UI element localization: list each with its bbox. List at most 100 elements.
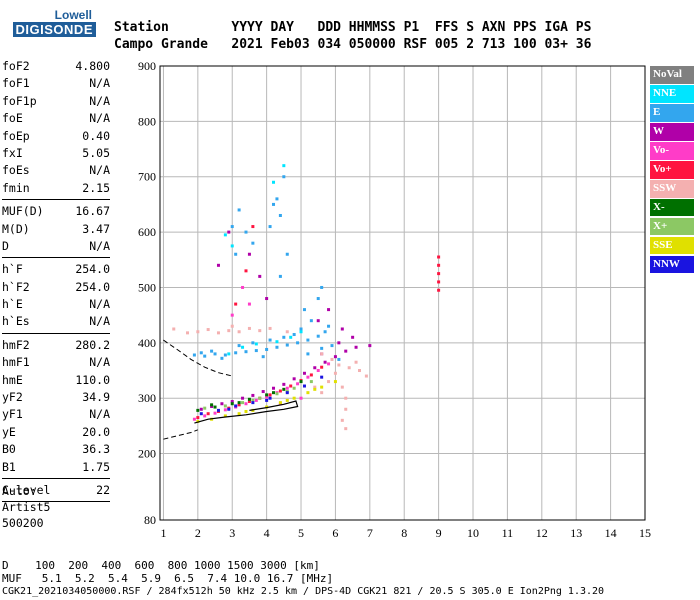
legend: NoVal NNE E W Vo- Vo+ SSW X- X+ SSE NNW <box>650 66 694 275</box>
echo-point-x- <box>196 408 200 412</box>
param-value: 3.47 <box>82 221 110 236</box>
param-value: 0.40 <box>82 128 110 143</box>
param-name: yE <box>2 424 16 439</box>
echo-point-vo- <box>234 302 238 306</box>
param-name: hmF1 <box>2 355 30 370</box>
echo-point-e <box>220 356 224 360</box>
panel-separator <box>2 477 110 479</box>
echo-point-vo- <box>203 414 207 418</box>
echo-point-x- <box>282 387 286 391</box>
echo-point-sse <box>223 414 227 418</box>
echo-point-vo- <box>223 408 227 412</box>
echo-point-x- <box>210 403 214 407</box>
param-row: foF2 4.800 <box>2 58 110 75</box>
echo-point-ssw <box>354 360 358 364</box>
echo-point-ssw <box>230 324 234 328</box>
param-value: 2.15 <box>82 180 110 195</box>
x-tick-label: 12 <box>536 526 548 540</box>
param-value: N/A <box>89 238 110 253</box>
echo-point-e <box>254 349 258 353</box>
param-row: foE N/A <box>2 110 110 127</box>
param-value: 254.0 <box>75 279 110 294</box>
echo-point-w <box>313 366 317 370</box>
param-value: N/A <box>89 111 110 126</box>
echo-point-ssw <box>344 396 348 400</box>
param-name: fxI <box>2 145 23 160</box>
legend-item: E <box>650 103 694 122</box>
echo-point-e <box>244 230 248 234</box>
echo-point-nnw <box>234 404 238 408</box>
echo-point-e <box>223 353 227 357</box>
echo-point-e <box>244 350 248 354</box>
echo-point-ssw <box>347 366 351 370</box>
param-value: 4.800 <box>75 59 110 73</box>
param-row: D N/A <box>2 238 110 255</box>
param-value: N/A <box>89 407 110 422</box>
y-tick-label: 800 <box>138 114 156 128</box>
echo-point-e <box>251 341 255 345</box>
echo-point-vo- <box>437 280 441 284</box>
echo-point-x- <box>237 401 241 405</box>
panel-separator <box>2 199 110 201</box>
echo-point-ssw <box>344 407 348 411</box>
param-value: 22 <box>96 482 110 497</box>
param-row: foEp 0.40 <box>2 128 110 145</box>
echo-point-nnw <box>251 401 255 405</box>
echo-point-e <box>316 297 320 301</box>
echo-point-x- <box>223 404 227 408</box>
param-name: hmE <box>2 372 23 387</box>
param-name: C-level <box>2 482 51 497</box>
echo-point-ssw <box>237 330 241 334</box>
echo-point-w <box>241 396 245 400</box>
param-value: N/A <box>89 163 110 178</box>
param-row: foF1p N/A <box>2 93 110 110</box>
echo-point-vo- <box>296 382 300 386</box>
echo-point-e <box>265 347 269 351</box>
echo-point-w <box>261 390 265 394</box>
auto-code: 500200 <box>2 516 44 530</box>
echo-point-ssw <box>320 352 324 356</box>
x-tick-label: 11 <box>502 526 514 540</box>
echo-point-x- <box>203 406 207 410</box>
param-name: foEs <box>2 163 30 178</box>
param-name: foE <box>2 111 23 126</box>
echo-point-vo- <box>237 403 241 407</box>
echo-point-vo- <box>192 417 196 421</box>
ionogram-chart: 1 2 3 4 5 6 7 8 9 10 11 12 13 14 158020030040050060070… <box>138 59 651 540</box>
echo-point-nne <box>282 164 286 168</box>
param-name: fmin <box>2 180 30 195</box>
echo-point-ssw <box>333 371 337 375</box>
echo-point-e <box>282 175 286 179</box>
plot-frame <box>159 65 646 521</box>
legend-item: NNW <box>650 255 694 274</box>
echo-point-nne <box>254 342 258 346</box>
param-row: foF1 N/A <box>2 75 110 92</box>
echo-point-e <box>278 274 282 278</box>
param-name: foEp <box>2 128 30 143</box>
profile-extrapolation-bottom <box>163 429 198 440</box>
echo-point-w <box>247 252 251 256</box>
y-tick-label: 200 <box>138 447 156 461</box>
echo-point-sse <box>244 409 248 413</box>
x-tick-label: 9 <box>436 526 442 540</box>
echo-point-w <box>292 377 296 381</box>
param-value: 16.67 <box>75 204 110 219</box>
echo-point-ssw <box>206 328 210 332</box>
echo-point-sse <box>278 401 282 405</box>
legend-item: NNE <box>650 84 694 103</box>
echo-point-w <box>337 341 341 345</box>
echo-point-nne <box>275 340 279 344</box>
echo-point-x- <box>292 386 296 390</box>
param-value: N/A <box>89 297 110 312</box>
param-value: N/A <box>89 93 110 108</box>
param-row: M(D) 3.47 <box>2 221 110 238</box>
echo-point-vo- <box>278 389 282 393</box>
param-name: foF2 <box>2 59 30 73</box>
echo-point-ssw <box>330 357 334 361</box>
param-row: h`E N/A <box>2 296 110 313</box>
echo-point-x- <box>241 401 245 405</box>
echo-point-e <box>275 197 279 201</box>
panel-separator <box>2 501 110 503</box>
y-tick-label: 700 <box>138 170 156 184</box>
param-row: h`F 254.0 <box>2 261 110 278</box>
